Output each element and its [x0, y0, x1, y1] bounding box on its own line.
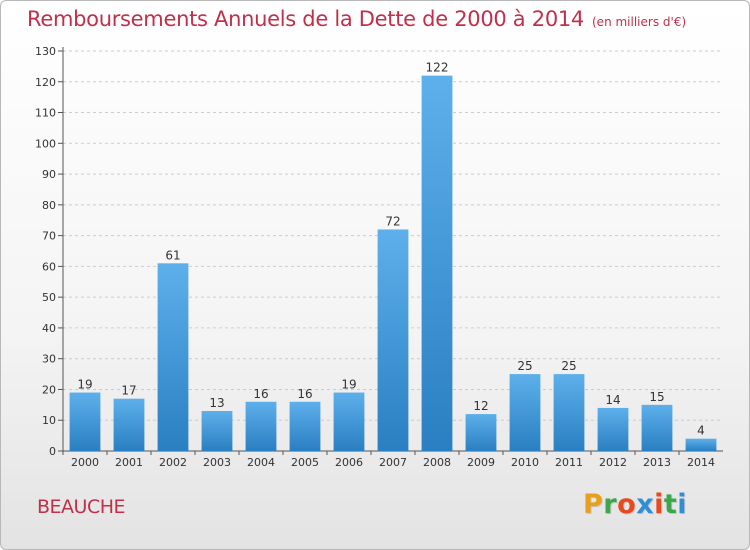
y-tick-label: 20	[42, 383, 56, 396]
value-label-2011: 25	[561, 359, 576, 373]
value-label-2010: 25	[517, 359, 532, 373]
x-tick-label-2002: 2002	[159, 456, 187, 469]
value-label-2004: 16	[253, 387, 268, 401]
value-label-2001: 17	[121, 384, 136, 398]
y-tick-labels: 0 10 20 30 40 50 60 70 80 90 100 110 120 130	[35, 45, 56, 458]
logo-letter: o	[617, 489, 637, 520]
value-label-2014: 4	[697, 424, 705, 438]
bar-2007	[377, 229, 409, 451]
x-tick-label-2011: 2011	[555, 456, 583, 469]
x-tick-label-2004: 2004	[247, 456, 275, 469]
y-tick-label: 120	[35, 76, 56, 89]
bar-2005	[289, 401, 321, 451]
logo-letter: P	[583, 489, 604, 520]
chart-subtitle: (en milliers d'€)	[592, 15, 687, 29]
chart-title: Remboursements Annuels de la Dette de 20…	[27, 7, 686, 31]
value-label-2002: 61	[165, 248, 180, 262]
y-tick-label: 100	[35, 137, 56, 150]
x-tick-label-2005: 2005	[291, 456, 319, 469]
title-text: Remboursements Annuels de la Dette de 20…	[27, 7, 584, 31]
value-label-2008: 122	[426, 61, 449, 75]
value-label-2005: 16	[297, 387, 312, 401]
value-label-2007: 72	[385, 214, 400, 228]
value-label-2000: 19	[77, 378, 92, 392]
proxiti-logo: Proxiti	[583, 489, 687, 520]
value-labels: 19 17 61 13 16 16 19 72 122 12 25 25 14 15 4	[77, 61, 704, 438]
bar-2008	[421, 75, 453, 451]
x-tick-label-2010: 2010	[511, 456, 539, 469]
bar-2003	[201, 411, 233, 451]
x-tick-labels: 2000 2001 2002 2003 2004 2005 2006 2007 2008 2009…	[71, 456, 715, 469]
y-tick-label: 40	[42, 322, 56, 335]
bar-2006	[333, 392, 365, 451]
bar-2012	[597, 407, 629, 451]
logo-letter: i	[677, 489, 688, 520]
value-label-2009: 12	[473, 399, 488, 413]
y-tick-label: 60	[42, 260, 56, 273]
x-tick-label-2001: 2001	[115, 456, 143, 469]
value-label-2013: 15	[649, 390, 664, 404]
x-tick-label-2012: 2012	[599, 456, 627, 469]
y-tick-label: 70	[42, 230, 56, 243]
y-tick-label: 80	[42, 199, 56, 212]
commune-name: BEAUCHE	[37, 496, 126, 518]
y-tick-label: 90	[42, 168, 56, 181]
y-tick-label: 10	[42, 414, 56, 427]
bar-2011	[553, 374, 585, 451]
bar-2001	[113, 398, 145, 451]
logo-letter: t	[663, 489, 678, 520]
y-tick-label: 0	[49, 445, 56, 458]
bar-2009	[465, 414, 497, 451]
bar-2014	[685, 438, 717, 451]
y-tick-label: 30	[42, 353, 56, 366]
bars	[69, 75, 717, 451]
logo-letter: r	[603, 489, 618, 520]
bar-2000	[69, 392, 101, 451]
bar-2004	[245, 401, 277, 451]
x-tick-label-2013: 2013	[643, 456, 671, 469]
logo-letter: x	[636, 489, 655, 520]
bar-2013	[641, 404, 673, 451]
bar-2002	[157, 263, 189, 451]
y-tick-label: 110	[35, 107, 56, 120]
x-tick-label-2006: 2006	[335, 456, 363, 469]
bar-2010	[509, 374, 541, 451]
x-tick-label-2000: 2000	[71, 456, 99, 469]
y-tick-label: 50	[42, 291, 56, 304]
value-label-2006: 19	[341, 378, 356, 392]
x-tick-label-2009: 2009	[467, 456, 495, 469]
x-tick-label-2007: 2007	[379, 456, 407, 469]
logo-letter: i	[654, 489, 664, 520]
x-tick-label-2003: 2003	[203, 456, 231, 469]
x-tick-label-2008: 2008	[423, 456, 451, 469]
value-label-2012: 14	[605, 393, 620, 407]
value-label-2003: 13	[209, 396, 224, 410]
x-tick-label-2014: 2014	[687, 456, 715, 469]
y-tick-label: 130	[35, 45, 56, 58]
